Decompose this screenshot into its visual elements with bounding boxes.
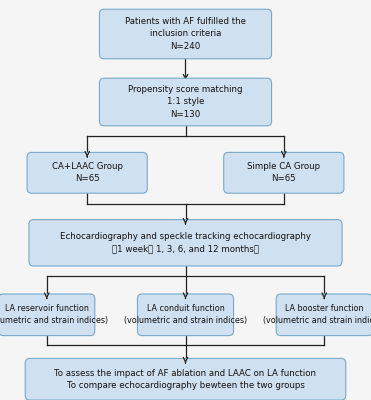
FancyBboxPatch shape [99,78,272,126]
Text: Echocardiography and speckle tracking echocardiography
（1 week， 1, 3, 6, and 12 : Echocardiography and speckle tracking ec… [60,232,311,253]
Text: LA conduit function
(volumetric and strain indices): LA conduit function (volumetric and stra… [124,304,247,325]
Text: Patients with AF fulfilled the
inclusion criteria
N=240: Patients with AF fulfilled the inclusion… [125,17,246,51]
Text: To assess the impact of AF ablation and LAAC on LA function
To compare echocardi: To assess the impact of AF ablation and … [55,369,316,390]
FancyBboxPatch shape [276,294,371,336]
Text: LA booster function
(volumetric and strain indices): LA booster function (volumetric and stra… [263,304,371,325]
FancyBboxPatch shape [137,294,234,336]
Text: Propensity score matching
1:1 style
N=130: Propensity score matching 1:1 style N=13… [128,85,243,119]
Text: CA+LAAC Group
N=65: CA+LAAC Group N=65 [52,162,123,183]
Text: Simple CA Group
N=65: Simple CA Group N=65 [247,162,321,183]
FancyBboxPatch shape [27,152,147,193]
FancyBboxPatch shape [99,9,272,59]
Text: LA reservoir function
(volumetric and strain indices): LA reservoir function (volumetric and st… [0,304,108,325]
FancyBboxPatch shape [0,294,95,336]
FancyBboxPatch shape [25,358,346,400]
FancyBboxPatch shape [29,220,342,266]
FancyBboxPatch shape [224,152,344,193]
